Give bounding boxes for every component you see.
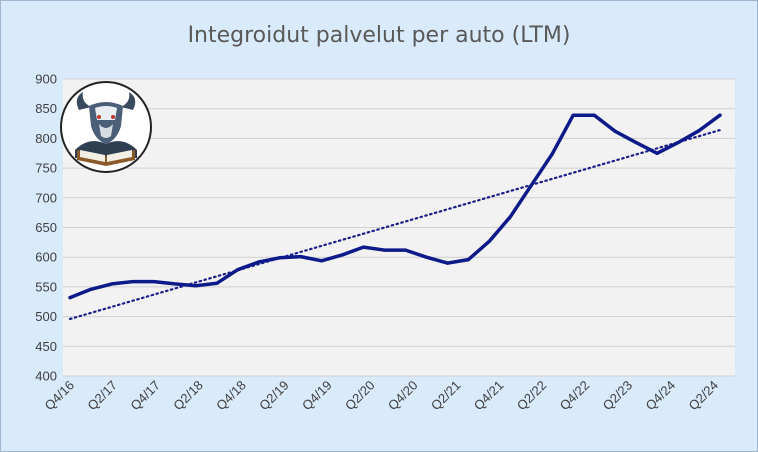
- data-point: [110, 282, 114, 286]
- x-tick-label: Q2/20: [342, 378, 378, 414]
- y-tick-label: 700: [35, 190, 57, 205]
- data-point: [403, 248, 408, 252]
- y-tick-label: 550: [35, 279, 57, 294]
- gridlines: [63, 78, 735, 377]
- y-tick-label: 400: [35, 369, 57, 384]
- data-point: [571, 113, 575, 117]
- data-point: [592, 113, 596, 117]
- x-axis-ticks: Q4/16 Q2/17 Q4/17 Q2/18 Q4/18 Q2/19 Q4/19 Q2/20…: [41, 378, 721, 414]
- y-tick-label: 500: [35, 309, 57, 324]
- bull-logo-icon: [59, 80, 153, 174]
- data-point: [173, 282, 177, 286]
- y-tick-label: 800: [35, 131, 57, 146]
- data-point: [466, 257, 470, 262]
- data-point: [89, 287, 93, 291]
- data-point: [487, 239, 491, 243]
- y-tick-label: 900: [35, 72, 57, 87]
- x-tick-label: Q2/23: [600, 378, 636, 414]
- data-point: [508, 215, 512, 219]
- chart-title: Integroidut palvelut per auto (LTM): [187, 23, 571, 48]
- data-point: [445, 261, 450, 265]
- x-tick-label: Q2/24: [685, 378, 721, 414]
- y-axis-ticks: 400 450 500 550 600 650 700 750 800 850 900: [35, 72, 57, 384]
- main-series-line: [68, 113, 722, 300]
- data-point: [131, 279, 135, 284]
- x-tick-label: Q2/19: [256, 378, 292, 414]
- x-tick-label: Q2/22: [514, 378, 550, 414]
- data-point: [340, 253, 345, 257]
- trendline-series: [68, 128, 722, 321]
- x-tick-label: Q4/24: [643, 378, 679, 414]
- data-point: [236, 268, 240, 272]
- series-group: [68, 113, 722, 321]
- x-tick-label: Q4/18: [213, 378, 249, 414]
- data-point: [278, 256, 282, 260]
- data-point: [634, 140, 638, 145]
- x-tick-label: Q4/20: [385, 378, 421, 414]
- data-point: [424, 255, 429, 259]
- data-point: [382, 248, 387, 252]
- data-point: [550, 152, 554, 156]
- data-point: [697, 129, 701, 133]
- data-point: [320, 259, 324, 263]
- data-point: [718, 113, 722, 117]
- data-point: [529, 183, 533, 187]
- data-point: [299, 255, 303, 259]
- x-tick-label: Q4/19: [299, 378, 335, 414]
- data-point: [194, 284, 198, 288]
- y-tick-label: 750: [35, 161, 57, 176]
- data-point: [613, 129, 617, 133]
- data-point: [257, 260, 261, 264]
- data-point: [215, 281, 219, 285]
- data-point: [152, 279, 156, 284]
- data-point: [676, 140, 680, 145]
- y-tick-label: 600: [35, 250, 57, 265]
- x-tick-label: Q4/21: [471, 378, 507, 414]
- data-point: [655, 151, 659, 155]
- x-tick-label: Q2/17: [84, 378, 120, 414]
- x-tick-label: Q4/17: [127, 378, 163, 414]
- x-tick-label: Q4/22: [557, 378, 593, 414]
- x-tick-label: Q2/18: [170, 378, 206, 414]
- data-point: [68, 295, 72, 300]
- x-tick-label: Q2/21: [428, 378, 464, 414]
- data-point: [361, 245, 366, 249]
- y-tick-label: 850: [35, 101, 57, 116]
- y-tick-label: 650: [35, 220, 57, 235]
- y-tick-label: 450: [35, 339, 57, 354]
